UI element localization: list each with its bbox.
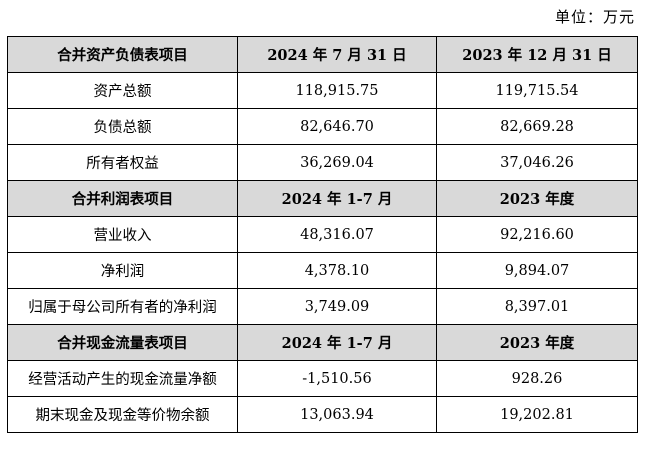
value-current: 4,378.10 — [237, 252, 437, 289]
value-prior: 8,397.01 — [436, 288, 638, 325]
table-header-row-balance-sheet: 合并资产负债表项目 2024 年 7 月 31 日 2023 年 12 月 31… — [7, 36, 638, 73]
row-label: 资产总额 — [7, 72, 238, 109]
row-label: 负债总额 — [7, 108, 238, 145]
header-cell-period-prior: 2023 年度 — [436, 324, 638, 361]
table-row: 净利润 4,378.10 9,894.07 — [7, 252, 638, 289]
table-header-row-cash-flow: 合并现金流量表项目 2024 年 1-7 月 2023 年度 — [7, 324, 638, 361]
row-label: 归属于母公司所有者的净利润 — [7, 288, 238, 325]
table-row: 营业收入 48,316.07 92,216.60 — [7, 216, 638, 253]
row-label: 期末现金及现金等价物余额 — [7, 396, 238, 433]
value-current: 3,749.09 — [237, 288, 437, 325]
row-label: 所有者权益 — [7, 144, 238, 181]
value-prior: 19,202.81 — [436, 396, 638, 433]
value-current: 82,646.70 — [237, 108, 437, 145]
value-current: -1,510.56 — [237, 360, 437, 397]
table-header-row-income-statement: 合并利润表项目 2024 年 1-7 月 2023 年度 — [7, 180, 638, 217]
header-cell-period-prior: 2023 年度 — [436, 180, 638, 217]
row-label: 营业收入 — [7, 216, 238, 253]
financial-summary-table: 合并资产负债表项目 2024 年 7 月 31 日 2023 年 12 月 31… — [7, 36, 638, 433]
table-row: 资产总额 118,915.75 119,715.54 — [7, 72, 638, 109]
value-prior: 37,046.26 — [436, 144, 638, 181]
value-current: 118,915.75 — [237, 72, 437, 109]
table-row: 负债总额 82,646.70 82,669.28 — [7, 108, 638, 145]
value-current: 36,269.04 — [237, 144, 437, 181]
table-row: 期末现金及现金等价物余额 13,063.94 19,202.81 — [7, 396, 638, 433]
value-prior: 119,715.54 — [436, 72, 638, 109]
value-prior: 92,216.60 — [436, 216, 638, 253]
value-current: 48,316.07 — [237, 216, 437, 253]
header-cell-item: 合并利润表项目 — [7, 180, 238, 217]
header-cell-item: 合并资产负债表项目 — [7, 36, 238, 73]
table-row: 归属于母公司所有者的净利润 3,749.09 8,397.01 — [7, 288, 638, 325]
header-cell-period-prior: 2023 年 12 月 31 日 — [436, 36, 638, 73]
row-label: 经营活动产生的现金流量净额 — [7, 360, 238, 397]
header-cell-period-current: 2024 年 1-7 月 — [237, 324, 437, 361]
value-prior: 82,669.28 — [436, 108, 638, 145]
table-row: 所有者权益 36,269.04 37,046.26 — [7, 144, 638, 181]
row-label: 净利润 — [7, 252, 238, 289]
header-cell-period-current: 2024 年 7 月 31 日 — [237, 36, 437, 73]
unit-label: 单位：万元 — [554, 8, 635, 26]
table-row: 经营活动产生的现金流量净额 -1,510.56 928.26 — [7, 360, 638, 397]
header-cell-period-current: 2024 年 1-7 月 — [237, 180, 437, 217]
value-prior: 9,894.07 — [436, 252, 638, 289]
value-prior: 928.26 — [436, 360, 638, 397]
value-current: 13,063.94 — [237, 396, 437, 433]
header-cell-item: 合并现金流量表项目 — [7, 324, 238, 361]
